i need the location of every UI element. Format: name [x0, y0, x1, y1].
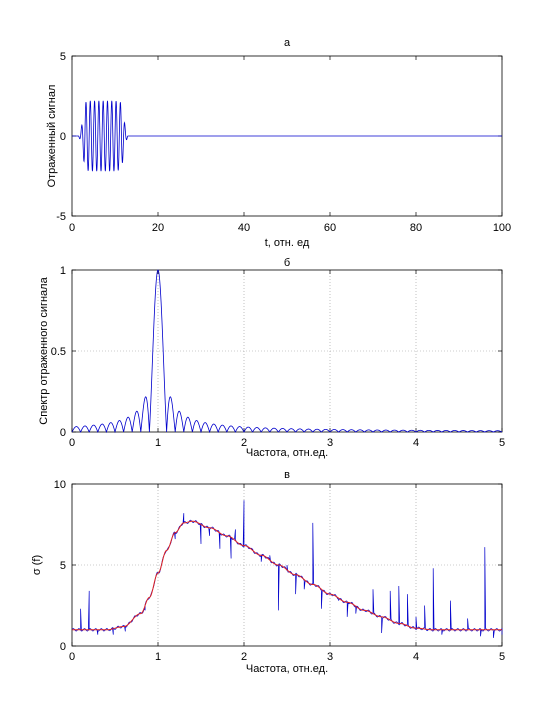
x-tick-label-2-5: 5 [499, 651, 505, 663]
x-tick-label-0-1: 20 [152, 222, 164, 234]
x-tick-label-0-5: 100 [493, 222, 511, 234]
x-tick-label-1-4: 4 [413, 437, 419, 449]
y-tick-label-2-2: 10 [54, 479, 66, 491]
x-tick-label-1-5: 5 [499, 437, 505, 449]
x-tick-label-0-2: 40 [238, 222, 250, 234]
x-tick-label-2-0: 0 [69, 651, 75, 663]
y-axis-label-0: Отраженный сигнал [46, 85, 58, 188]
chart-title-0: а [284, 37, 291, 49]
x-axis-label-1: Частота, отн.ед. [246, 447, 328, 459]
x-tick-label-2-2: 2 [241, 651, 247, 663]
x-tick-label-2-1: 1 [155, 651, 161, 663]
y-tick-label-2-0: 0 [60, 641, 66, 653]
series-line-sigma-measured [71, 500, 503, 638]
x-tick-label-1-1: 1 [155, 437, 161, 449]
plot-frame-1 [71, 269, 503, 433]
x-tick-label-2-3: 3 [327, 651, 333, 663]
x-tick-label-0-0: 0 [69, 222, 75, 234]
x-axis-label-2: Частота, отн.ед. [246, 663, 328, 675]
y-tick-label-1-2: 1 [60, 265, 66, 277]
y-tick-label-0-1: 0 [60, 131, 66, 143]
x-tick-label-1-0: 0 [69, 437, 75, 449]
x-tick-label-0-4: 80 [410, 222, 422, 234]
series-line-signal [72, 100, 502, 172]
series-line-sigma-model [72, 520, 502, 631]
x-tick-label-0-3: 60 [324, 222, 336, 234]
y-tick-label-2-1: 5 [60, 560, 66, 572]
y-tick-label-1-0: 0 [60, 427, 66, 439]
y-tick-label-1-1: 0.5 [51, 346, 66, 358]
x-axis-label-0: t, отн. ед [265, 237, 310, 249]
series-line-spectrum [71, 269, 503, 434]
y-tick-label-0-0: -5 [56, 211, 66, 223]
x-tick-label-1-2: 2 [241, 437, 247, 449]
x-tick-label-2-4: 4 [413, 651, 419, 663]
chart-title-2: в [284, 469, 290, 481]
y-axis-label-2: σ (f) [31, 555, 43, 575]
chart-title-1: б [284, 257, 290, 269]
y-axis-label-1: Спектр отраженного сигнала [38, 276, 50, 424]
x-tick-label-1-3: 3 [327, 437, 333, 449]
y-tick-label-0-2: 5 [60, 51, 66, 63]
